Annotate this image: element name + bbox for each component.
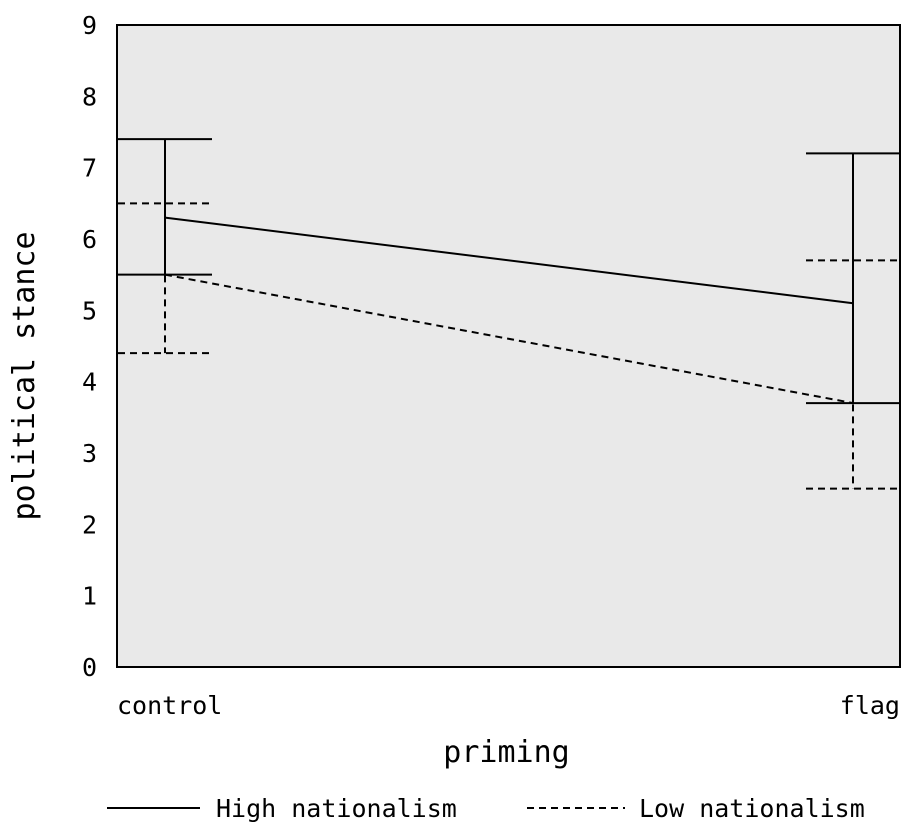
legend-label: Low nationalism: [639, 794, 865, 823]
series-line: [164, 273, 854, 405]
y-tick-label: 1: [82, 582, 97, 611]
y-tick-label: 9: [82, 11, 97, 40]
legend-item: Low nationalism: [527, 794, 865, 823]
error-bar: [806, 259, 900, 490]
y-tick-label: 4: [82, 368, 97, 397]
x-tick-label: control: [117, 691, 222, 720]
x-axis-ticks: control flag: [117, 691, 900, 720]
series-low-nationalism: [118, 202, 900, 490]
y-tick-label: 5: [82, 296, 97, 325]
x-tick-label: flag: [840, 691, 900, 720]
y-tick-label: 3: [82, 439, 97, 468]
error-bar: [118, 202, 212, 355]
y-axis-title: political stance: [7, 232, 42, 521]
series-line: [164, 216, 854, 305]
legend-label: High nationalism: [216, 794, 457, 823]
y-tick-label: 7: [82, 154, 97, 183]
y-tick-label: 8: [82, 82, 97, 111]
y-tick-label: 0: [82, 653, 97, 682]
plot-area: [116, 24, 901, 668]
y-tick-label: 2: [82, 510, 97, 539]
y-axis-ticks: 0 1 2 3 4 5 6 7 8 9: [82, 11, 97, 682]
legend-item: High nationalism: [107, 794, 457, 823]
series-layer: [118, 138, 900, 490]
y-tick-label: 6: [82, 225, 97, 254]
legend: High nationalism Low nationalism: [107, 794, 865, 823]
x-axis-title: priming: [443, 735, 569, 770]
